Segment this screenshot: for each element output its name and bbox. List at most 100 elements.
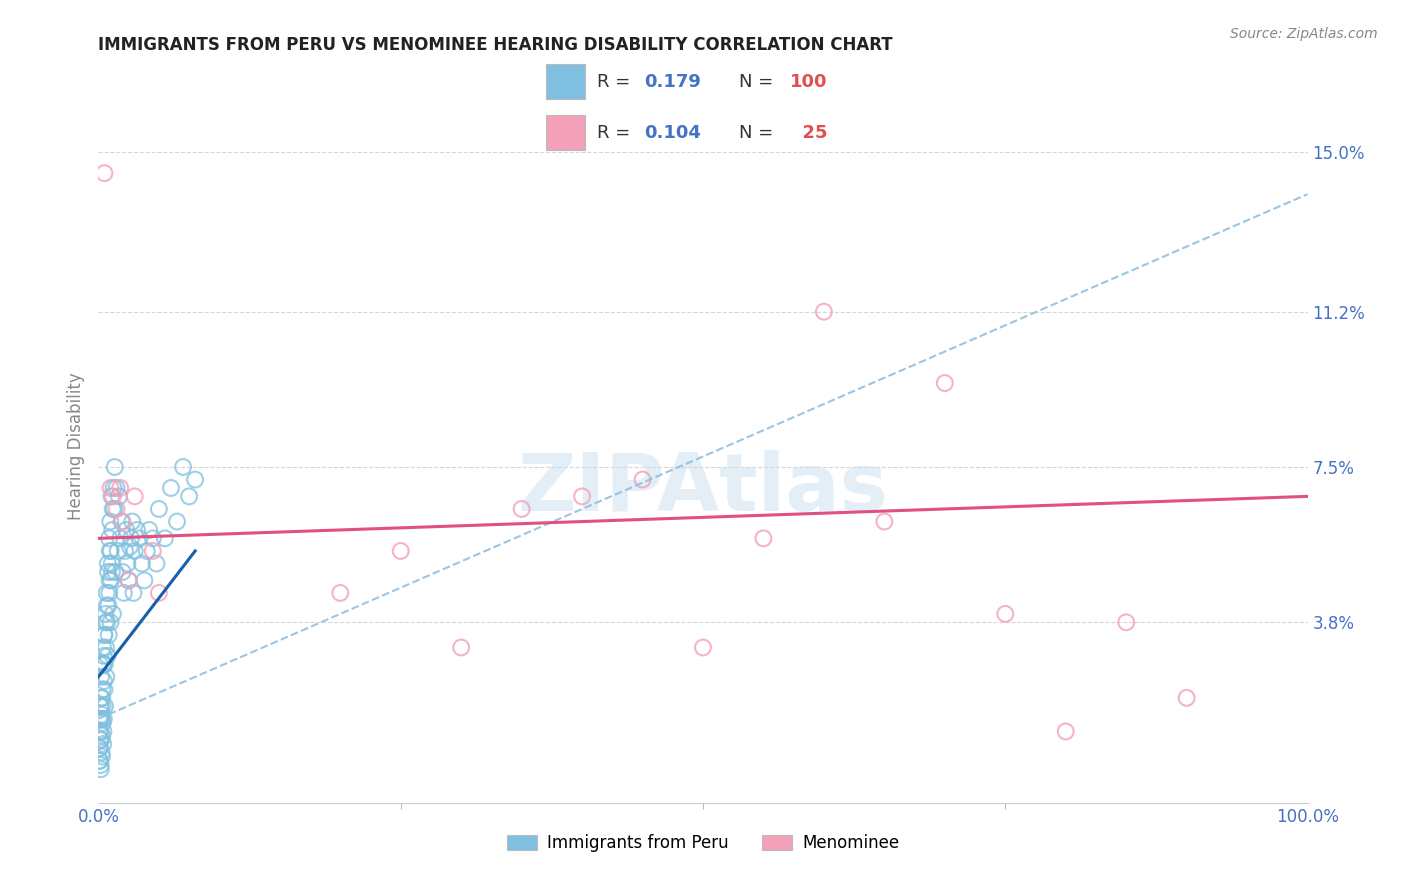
Point bbox=[104, 460, 127, 475]
Point bbox=[118, 540, 141, 554]
Point bbox=[97, 557, 120, 571]
Text: Source: ZipAtlas.com: Source: ZipAtlas.com bbox=[1230, 27, 1378, 41]
Point bbox=[389, 544, 412, 558]
Point bbox=[93, 674, 115, 689]
Point bbox=[110, 515, 132, 529]
Point bbox=[166, 515, 188, 529]
Text: IMMIGRANTS FROM PERU VS MENOMINEE HEARING DISABILITY CORRELATION CHART: IMMIGRANTS FROM PERU VS MENOMINEE HEARIN… bbox=[98, 36, 893, 54]
Point bbox=[108, 532, 131, 546]
Point bbox=[994, 607, 1017, 621]
Point bbox=[89, 741, 111, 756]
Point bbox=[90, 762, 112, 776]
Point bbox=[98, 515, 121, 529]
Bar bbox=[546, 64, 585, 99]
Point bbox=[118, 574, 141, 588]
Point bbox=[100, 615, 122, 630]
Point bbox=[142, 532, 165, 546]
Point bbox=[94, 699, 117, 714]
Point bbox=[172, 460, 194, 475]
Point bbox=[91, 690, 114, 705]
Point bbox=[90, 758, 112, 772]
Point bbox=[873, 515, 896, 529]
Point bbox=[91, 716, 114, 731]
Point bbox=[91, 737, 114, 751]
Point bbox=[94, 615, 117, 630]
Y-axis label: Hearing Disability: Hearing Disability bbox=[66, 372, 84, 520]
Point bbox=[97, 599, 120, 613]
Point bbox=[93, 712, 115, 726]
Point bbox=[89, 741, 111, 756]
Point bbox=[107, 544, 129, 558]
Point bbox=[131, 557, 153, 571]
Point bbox=[184, 473, 207, 487]
Point bbox=[100, 489, 122, 503]
Point bbox=[90, 670, 112, 684]
Point bbox=[142, 544, 165, 558]
Point bbox=[124, 544, 146, 558]
Point bbox=[90, 746, 112, 760]
Point bbox=[153, 532, 176, 546]
Point bbox=[91, 657, 114, 672]
Point bbox=[93, 628, 115, 642]
Point bbox=[148, 586, 170, 600]
Point bbox=[127, 523, 149, 537]
Point bbox=[104, 565, 127, 579]
Point bbox=[93, 166, 115, 180]
Point bbox=[145, 557, 167, 571]
Point bbox=[89, 754, 111, 768]
Point bbox=[134, 574, 156, 588]
Point bbox=[91, 699, 114, 714]
Point bbox=[100, 574, 122, 588]
Point bbox=[571, 489, 593, 503]
Point bbox=[98, 586, 121, 600]
Point bbox=[100, 557, 122, 571]
Point bbox=[89, 724, 111, 739]
Point bbox=[101, 502, 124, 516]
Point bbox=[1054, 724, 1077, 739]
Point bbox=[98, 544, 121, 558]
Point bbox=[98, 574, 121, 588]
Point bbox=[89, 724, 111, 739]
Point bbox=[103, 481, 125, 495]
Point bbox=[128, 532, 150, 546]
Point bbox=[179, 489, 201, 503]
Point bbox=[114, 544, 136, 558]
Point bbox=[1175, 690, 1198, 705]
Point bbox=[135, 544, 157, 558]
Point bbox=[90, 699, 112, 714]
Point bbox=[752, 532, 775, 546]
Point bbox=[813, 304, 835, 318]
Point bbox=[510, 502, 533, 516]
Point bbox=[91, 749, 114, 764]
Point bbox=[101, 607, 124, 621]
Point bbox=[450, 640, 472, 655]
Point bbox=[93, 657, 115, 672]
Point bbox=[111, 515, 134, 529]
Point bbox=[100, 481, 122, 495]
Point bbox=[120, 532, 142, 546]
Text: N =: N = bbox=[740, 124, 779, 142]
Point bbox=[89, 657, 111, 672]
Point bbox=[93, 657, 115, 672]
Text: R =: R = bbox=[598, 73, 637, 91]
Point bbox=[91, 729, 114, 743]
Point bbox=[103, 502, 125, 516]
Point bbox=[115, 523, 138, 537]
Text: N =: N = bbox=[740, 73, 779, 91]
Point bbox=[112, 586, 135, 600]
Point bbox=[94, 640, 117, 655]
Point bbox=[96, 586, 118, 600]
Point bbox=[97, 628, 120, 642]
Point bbox=[118, 574, 141, 588]
Point bbox=[90, 712, 112, 726]
Point bbox=[91, 682, 114, 697]
Point bbox=[87, 712, 110, 726]
Point bbox=[105, 502, 128, 516]
Point bbox=[89, 699, 111, 714]
Point bbox=[105, 481, 128, 495]
Point bbox=[90, 712, 112, 726]
Point bbox=[108, 481, 131, 495]
Point bbox=[98, 532, 121, 546]
Point bbox=[93, 682, 115, 697]
Point bbox=[96, 648, 118, 663]
